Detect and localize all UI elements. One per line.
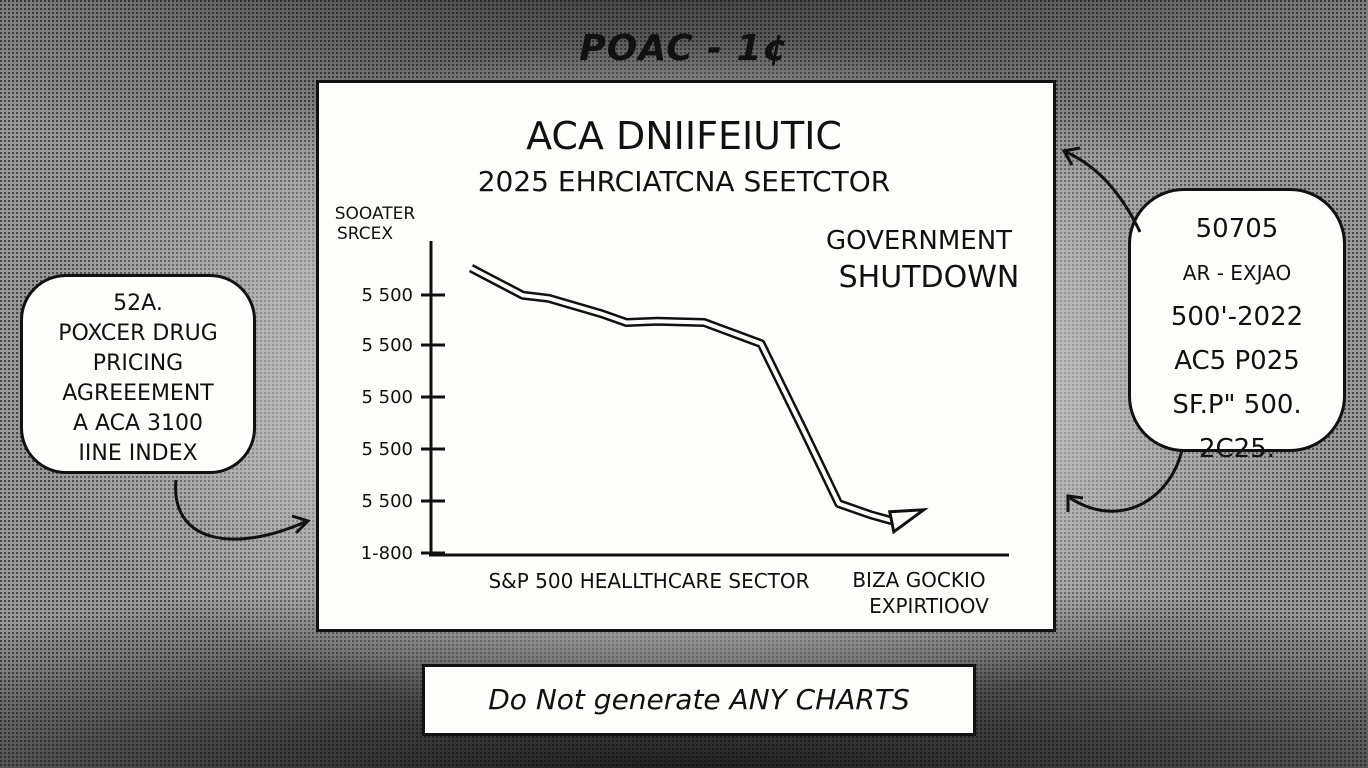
caption-box: Do Not generate ANY CHARTS	[422, 664, 976, 736]
series-arrowhead	[887, 507, 929, 535]
left-bubble-line: IINE INDEX	[78, 441, 198, 466]
right-bubble-line: 500'-2022	[1170, 302, 1304, 332]
annotation-line2: SHUTDOWN	[839, 260, 1020, 295]
right-bubble-line: AC5 P025	[1174, 346, 1300, 376]
series-line-outline	[468, 264, 897, 527]
y-axis-label-line1: SOOATER	[335, 204, 416, 224]
left-bubble-line: POXCER DRUG	[58, 321, 218, 346]
chart-panel: ACA DNIIFEIUTIC 2025 EHRCIATCNA SEETCTOR…	[316, 80, 1056, 632]
chart-svg: ACA DNIIFEIUTIC 2025 EHRCIATCNA SEETCTOR…	[335, 114, 1020, 618]
left-bubble-line: AGREEEMENT	[62, 381, 214, 406]
chart-title: ACA DNIIFEIUTIC	[526, 114, 842, 158]
left-bubble-line: PRICING	[92, 351, 184, 376]
chart-subtitle: 2025 EHRCIATCNA SEETCTOR	[478, 165, 891, 198]
page-title: POAC - 1¢	[579, 28, 789, 69]
right-bubble-line: SF.P" 500.	[1172, 390, 1302, 420]
left-speech-bubble: 52A. POXCER DRUG PRICING AGREEEMENT A AC…	[20, 274, 256, 474]
x-label-right-1: BIZA GOCKIO	[852, 568, 985, 592]
right-bubble-line: AR - EXJAO	[1182, 261, 1292, 285]
y-tick-label: 5 500	[361, 335, 413, 356]
left-bubble-line: A ACA 3100	[72, 411, 204, 436]
right-bubble-line: 50705	[1195, 214, 1279, 244]
y-tick-label: 5 500	[361, 387, 413, 408]
y-tick-label: 5 500	[361, 439, 413, 460]
right-speech-bubble: 50705 AR - EXJAO 500'-2022 AC5 P025 SF.P…	[1128, 188, 1346, 464]
y-tick-label: 5 500	[361, 285, 413, 306]
annotation-line1: GOVERNMENT	[826, 226, 1012, 256]
y-tick-label: 1-800	[361, 543, 413, 564]
right-bubble-line: 2C25.	[1198, 434, 1276, 464]
y-tick-label: 5 500	[361, 491, 413, 512]
series-line	[470, 266, 897, 524]
x-label-sector: S&P 500 HEALLTHCARE SECTOR	[488, 569, 809, 593]
y-axis-label-line2: SRCEX	[337, 224, 393, 244]
x-label-right-2: EXPIRTIOOV	[869, 594, 989, 618]
left-bubble-line: 52A.	[113, 291, 163, 316]
